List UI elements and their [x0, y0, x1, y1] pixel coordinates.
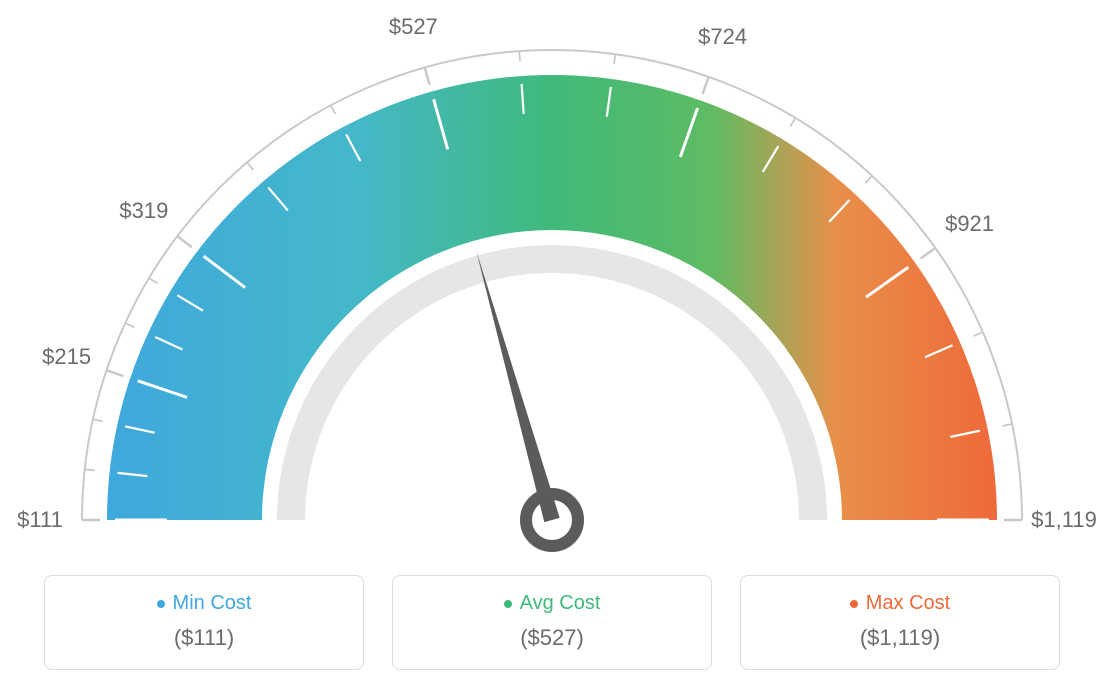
legend-row: Min Cost ($111) Avg Cost ($527) Max Cost ($1,…: [0, 575, 1104, 670]
legend-value: ($527): [393, 625, 711, 651]
scale-tick: [865, 176, 872, 183]
scale-tick: [247, 162, 253, 170]
gauge-color-band: [107, 75, 997, 520]
gauge-tick-label: $724: [698, 24, 747, 50]
legend-value: ($1,119): [741, 625, 1059, 651]
legend-label: Max Cost: [866, 592, 950, 614]
legend-box: Avg Cost ($527): [392, 575, 712, 670]
scale-tick: [85, 469, 95, 470]
gauge-chart: $111 $215 $319 $527 $724 $921 $1,119: [0, 0, 1104, 560]
scale-tick: [149, 278, 158, 283]
gauge-tick-label: $527: [389, 14, 438, 40]
legend-title: Avg Cost: [393, 592, 711, 615]
gauge-tick-label: $215: [42, 344, 91, 370]
scale-tick: [331, 105, 336, 114]
gauge-tick-label: $921: [945, 211, 994, 237]
legend-label: Avg Cost: [520, 592, 601, 614]
legend-box: Min Cost ($111): [44, 575, 364, 670]
scale-tick: [106, 370, 123, 376]
legend-dot-icon: [157, 600, 165, 608]
legend-value: ($111): [45, 625, 363, 651]
scale-tick: [177, 236, 191, 247]
scale-tick: [921, 248, 936, 258]
legend-title: Max Cost: [741, 592, 1059, 615]
scale-tick: [93, 419, 103, 421]
legend-box: Max Cost ($1,119): [740, 575, 1060, 670]
legend-dot-icon: [850, 600, 858, 608]
gauge-needle: [476, 250, 560, 522]
legend-title: Min Cost: [45, 592, 363, 615]
gauge-tick-label: $1,119: [1031, 507, 1097, 533]
scale-tick: [974, 332, 983, 336]
scale-tick: [614, 54, 615, 64]
gauge-svg: [0, 0, 1104, 560]
scale-tick: [703, 77, 709, 94]
scale-tick: [425, 68, 430, 85]
gauge-tick-label: $319: [119, 198, 168, 224]
gauge-tick-label: $111: [17, 507, 63, 533]
legend-dot-icon: [504, 600, 512, 608]
legend-label: Min Cost: [173, 592, 252, 614]
scale-tick: [1002, 424, 1012, 426]
scale-tick: [519, 51, 520, 61]
scale-tick: [125, 323, 134, 327]
scale-tick: [790, 118, 795, 127]
